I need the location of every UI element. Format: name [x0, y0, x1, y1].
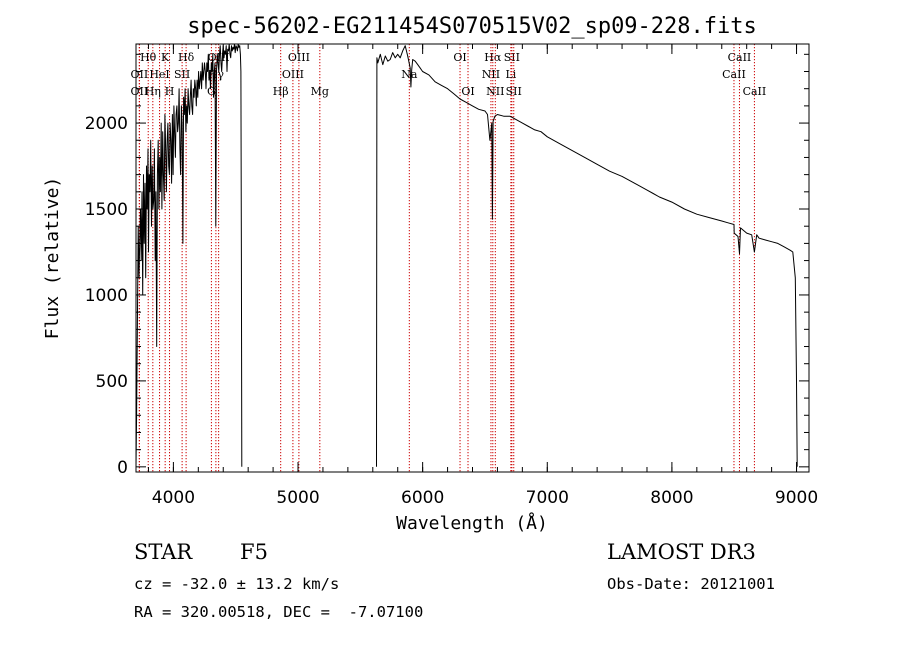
y-tick-label-2: 1000 [85, 286, 128, 306]
marker-label-1: K [161, 51, 170, 64]
marker-label-15: Mg [311, 85, 329, 98]
marker-label-2: Hδ [178, 51, 195, 64]
marker-label-17: OI [453, 51, 466, 64]
marker-label-5: SII [174, 68, 190, 81]
y-tick-label-3: 1500 [85, 200, 128, 220]
x-tick-label-0: 4000 [152, 488, 195, 508]
x-tick-label-5: 9000 [775, 488, 818, 508]
spectrum-series [135, 43, 798, 467]
marker-label-23: NII [486, 85, 504, 98]
chart-title: spec-56202-EG211454S070515V02_sp09-228.f… [187, 14, 757, 39]
y-axis-label: Flux (relative) [42, 177, 63, 340]
marker-label-27: CaII [743, 85, 767, 98]
marker-label-21: NII [482, 68, 500, 81]
marker-label-26: CaII [722, 68, 746, 81]
marker-label-0: Hθ [140, 51, 157, 64]
object-class: STAR [134, 540, 193, 564]
x-tick-label-1: 5000 [276, 488, 319, 508]
marker-label-12: OIII [288, 51, 310, 64]
marker-label-20: SII [504, 51, 520, 64]
marker-label-11: G [207, 85, 216, 98]
marker-label-8: H [165, 85, 175, 98]
y-tick-label-1: 500 [96, 372, 128, 392]
marker-label-14: Hβ [273, 85, 289, 98]
x-tick-label-4: 8000 [650, 488, 693, 508]
axis-ticks: 4000 5000 6000 7000 8000 9000 0 500 1000 1500 2000 [85, 44, 818, 508]
marker-label-22: Li [505, 68, 516, 81]
redshift-text: cz = -32.0 ± 13.2 km/s [134, 575, 340, 593]
marker-label-6: OII [131, 85, 149, 98]
y-tick-label-0: 0 [117, 458, 128, 478]
marker-label-4: HeI [149, 68, 169, 81]
coords-text: RA = 320.00518, DEC = -7.07100 [134, 603, 424, 621]
y-tick-label-4: 2000 [85, 114, 128, 134]
spectrum-line-0-0 [135, 43, 243, 467]
marker-label-25: CaII [728, 51, 752, 64]
marker-label-16: Na [401, 68, 418, 81]
marker-label-24: SII [506, 85, 522, 98]
plot-frame [135, 43, 810, 473]
survey-name: LAMOST DR3 [607, 540, 756, 564]
spectrum-line-0-1 [376, 45, 798, 467]
marker-label-13: OIII [282, 68, 304, 81]
x-axis-label: Wavelength (Å) [396, 512, 548, 534]
marker-label-19: Hα [484, 51, 502, 64]
x-tick-label-3: 7000 [526, 488, 569, 508]
object-subclass: F5 [240, 540, 268, 564]
marker-label-7: Hη [145, 85, 161, 98]
obs-date: Obs-Date: 20121001 [607, 575, 775, 593]
x-tick-label-2: 6000 [401, 488, 444, 508]
marker-label-18: OI [461, 85, 474, 98]
